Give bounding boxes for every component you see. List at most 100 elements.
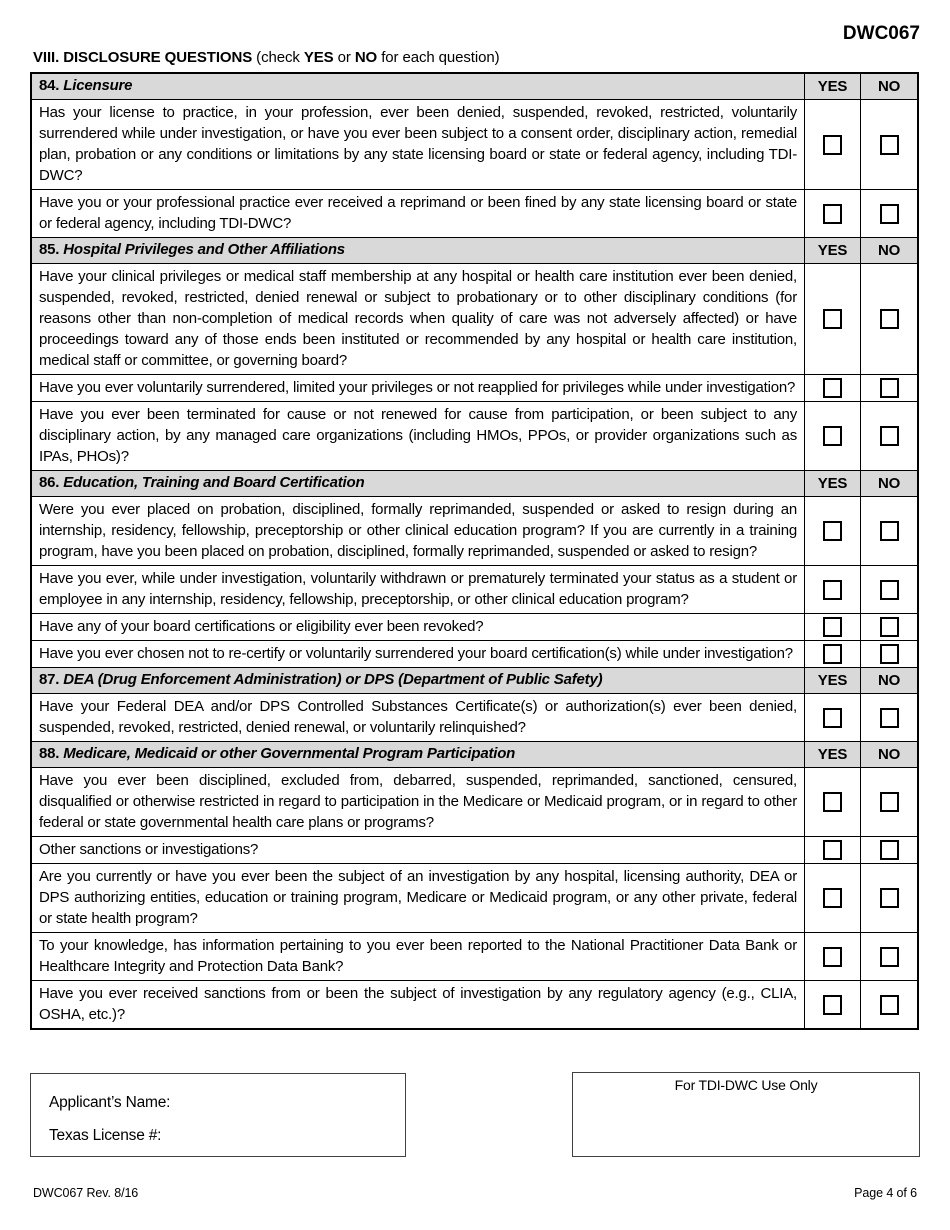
no-checkbox[interactable] [879,994,899,1015]
question-text: Have you ever been disciplined, excluded… [32,768,805,836]
yes-column-cell [805,614,861,640]
applicant-name-label: Applicant’s Name: [49,1094,171,1111]
yes-checkbox[interactable] [823,994,842,1015]
no-checkbox[interactable] [879,707,899,728]
question-text: Have you ever received sanctions from or… [32,981,805,1028]
no-column-cell [861,264,917,374]
question-row: Have you ever been terminated for cause … [32,401,917,470]
no-checkbox[interactable] [879,378,899,398]
question-text: Have your clinical privileges or medical… [32,264,805,374]
yes-checkbox[interactable] [823,203,842,224]
page-footer: DWC067 Rev. 8/16 Page 4 of 6 [33,1186,917,1200]
no-column-cell [861,402,917,470]
yes-checkbox[interactable] [823,644,842,664]
section-number: 85. [39,241,60,258]
no-column-header: NO [877,78,901,95]
yes-column-cell [805,768,861,836]
tdi-use-only-label: For TDI-DWC Use Only [674,1077,818,1093]
yes-column-cell [805,402,861,470]
footer-revision: DWC067 Rev. 8/16 [33,1186,139,1200]
section-number: 87. [39,671,60,688]
section-title: Education, Training and Board Certificat… [63,474,365,491]
yes-checkbox[interactable] [823,521,842,541]
yes-column-header: YES [817,475,848,492]
no-column-header: NO [877,475,901,492]
yes-column-cell [805,264,861,374]
question-row: Are you currently or have you ever been … [32,863,917,932]
question-text: Have you ever, while under investigation… [32,566,805,613]
no-checkbox[interactable] [879,617,899,637]
yes-checkbox[interactable] [823,840,842,860]
yes-checkbox[interactable] [823,617,842,637]
no-checkbox[interactable] [879,644,899,664]
no-checkbox[interactable] [879,309,899,329]
texas-license-label: Texas License #: [49,1127,162,1144]
no-column-cell [861,566,917,613]
no-column-cell [861,768,917,836]
no-column-cell [861,375,917,401]
no-column-cell [861,100,917,189]
yes-column-header: YES [817,242,848,259]
no-checkbox[interactable] [879,521,899,541]
yes-checkbox[interactable] [823,579,842,600]
question-text: Are you currently or have you ever been … [32,864,805,932]
no-checkbox[interactable] [879,134,899,155]
section-title-cell: 84. Licensure [32,74,805,99]
yes-checkbox[interactable] [823,792,842,812]
question-row: Have you ever voluntarily surrendered, l… [32,374,917,401]
yes-checkbox[interactable] [823,378,842,398]
yes-column-cell [805,375,861,401]
section-number: 88. [39,745,60,762]
form-code: DWC067 [842,23,920,44]
section-header-row: 84. Licensure YES NO [32,74,917,99]
section-number: 84. [39,77,60,94]
no-checkbox[interactable] [879,840,899,860]
yes-checkbox[interactable] [823,426,842,446]
no-column-cell: NO [861,238,917,263]
subtitle-end: for each question) [377,49,500,66]
question-row: Have your clinical privileges or medical… [32,263,917,374]
no-column-cell [861,981,917,1028]
yes-checkbox[interactable] [823,707,842,728]
section-header-row: 87. DEA (Drug Enforcement Administration)… [32,667,917,693]
question-row: Have you ever chosen not to re-certify o… [32,640,917,667]
tdi-dwc-use-only-box: For TDI-DWC Use Only [572,1072,920,1157]
question-text: Have your Federal DEA and/or DPS Control… [32,694,805,741]
section-number: 86. [39,474,60,491]
question-row: Have you or your professional practice e… [32,189,917,237]
no-checkbox[interactable] [879,888,899,908]
subtitle-or: or [333,49,355,66]
yes-column-cell: YES [805,74,861,99]
question-row: Have any of your board certifications or… [32,613,917,640]
yes-column-cell: YES [805,471,861,496]
question-text: Have you ever voluntarily surrendered, l… [32,375,805,401]
no-checkbox[interactable] [879,792,899,812]
yes-column-header: YES [817,746,848,763]
question-text: Have you ever been terminated for cause … [32,402,805,470]
section-title: Licensure [63,77,133,94]
yes-column-cell [805,100,861,189]
yes-column-cell [805,981,861,1028]
no-column-cell [861,837,917,863]
section-header-row: 85. Hospital Privileges and Other Affilia… [32,237,917,263]
no-checkbox[interactable] [879,946,899,967]
yes-checkbox[interactable] [823,946,842,967]
question-text: Has your license to practice, in your pr… [32,100,805,189]
no-checkbox[interactable] [879,579,899,600]
no-column-cell: NO [861,471,917,496]
question-text: Have you or your professional practice e… [32,190,805,237]
no-column-cell [861,933,917,980]
yes-column-cell: YES [805,668,861,693]
yes-column-header: YES [817,78,848,95]
yes-checkbox[interactable] [823,134,842,155]
yes-column-cell: YES [805,742,861,767]
yes-checkbox[interactable] [823,888,842,908]
section-title: Medicare, Medicaid or other Governmental… [63,745,516,762]
no-column-cell [861,864,917,932]
no-checkbox[interactable] [879,203,899,224]
no-checkbox[interactable] [879,426,899,446]
yes-column-cell [805,190,861,237]
yes-checkbox[interactable] [823,309,842,329]
question-text: Have you ever chosen not to re-certify o… [32,641,805,667]
yes-column-cell [805,497,861,565]
